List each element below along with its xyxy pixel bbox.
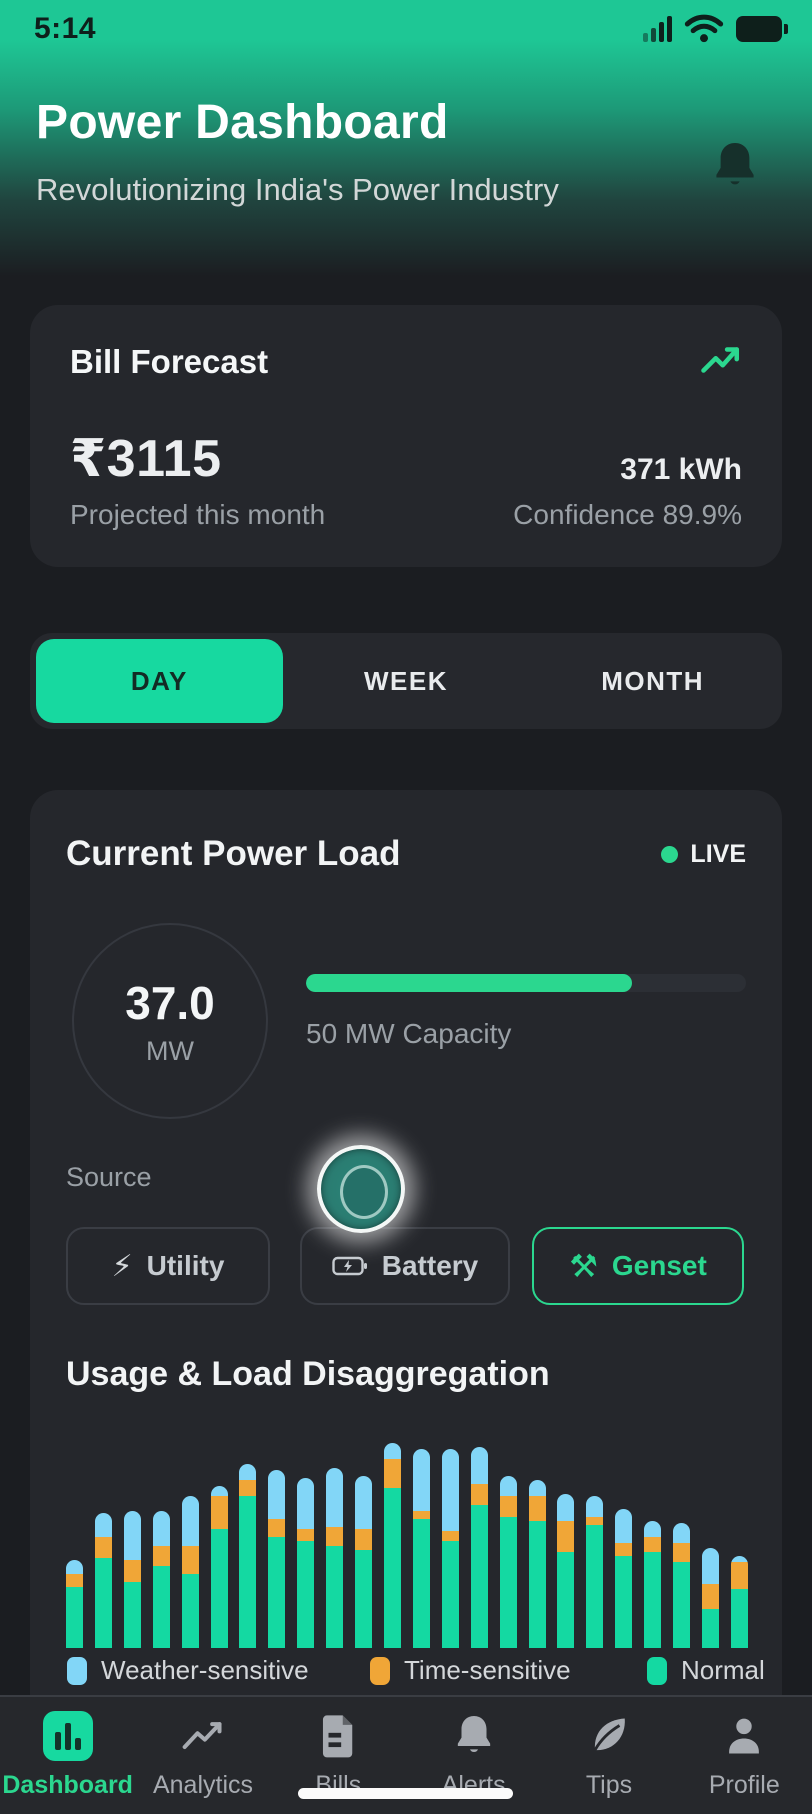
tab-day[interactable]: DAY [36,639,283,723]
status-bar: 5:14 [0,0,812,52]
bill-forecast-card: Bill Forecast ₹3115 Projected this month… [30,305,782,567]
bill-amount-label: Projected this month [70,499,326,530]
chart-bar [123,1510,141,1648]
nav-item-tips[interactable]: Tips [541,1697,676,1814]
bill-amount: ₹3115 [70,430,222,488]
power-gauge: 37.0 MW [72,923,268,1119]
bottom-nav: Dashboard Analytics Bills Alerts [0,1695,812,1814]
chart-bar [615,1508,633,1648]
tab-week[interactable]: WEEK [364,665,448,696]
power-unit: MW [146,1035,194,1066]
touch-indicator [317,1145,405,1233]
chart-bar [470,1447,488,1648]
clock: 5:14 [34,12,97,45]
source-buttons-row: ⚡ Utility Battery ⚒ Genset [66,1227,746,1305]
bill-confidence: Confidence 89.9% [513,499,742,530]
tools-icon: ⚒ [569,1247,598,1285]
source-label: Source [66,1162,152,1192]
bar-chart-icon [42,1711,93,1761]
chart-bar [326,1467,344,1648]
source-genset-button[interactable]: ⚒ Genset [532,1227,744,1305]
chart-bar [499,1475,517,1648]
nav-item-bills[interactable]: Bills [271,1697,406,1814]
nav-label-profile: Profile [708,1771,780,1799]
chart-bar [730,1555,748,1648]
page-title: Power Dashboard [36,96,449,149]
legend-label-normal: Normal [681,1655,765,1685]
usage-section-title: Usage & Load Disaggregation [66,1355,550,1393]
header: 5:14 Power Dashboard Revolutionizing Ind… [0,0,812,285]
bill-forecast-title: Bill Forecast [70,343,269,380]
capacity-label: 50 MW Capacity [306,1018,512,1049]
nav-item-dashboard[interactable]: Dashboard [0,1697,135,1814]
lightning-icon: ⚡ [111,1249,133,1283]
chart-bar [673,1522,691,1648]
legend-label-weather: Weather-sensitive [101,1655,309,1685]
chart-bar [586,1496,604,1648]
chart-bar [528,1479,546,1648]
live-dot-icon [661,845,679,863]
tab-month[interactable]: MONTH [601,665,705,696]
source-utility-button[interactable]: ⚡ Utility [66,1227,270,1305]
notifications-bell-icon[interactable] [712,140,758,192]
bill-energy: 371 kWh [620,453,742,486]
legend-label-time: Time-sensitive [404,1655,571,1685]
legend-swatch-weather [67,1656,87,1685]
legend-swatch-normal [647,1656,667,1685]
nav-label-analytics: Analytics [152,1771,254,1799]
battery-label: Battery [381,1250,479,1281]
leaf-icon [593,1718,625,1751]
genset-label: Genset [611,1250,707,1281]
chart-bar [644,1520,662,1648]
live-label: LIVE [690,839,746,868]
page-subtitle: Revolutionizing India's Power Industry [36,172,559,207]
nav-item-profile[interactable]: Profile [677,1697,812,1814]
chart-bar [152,1510,170,1648]
nav-label-dashboard: Dashboard [2,1771,133,1799]
legend-item-normal: Normal [647,1655,765,1686]
chart-legend: Weather-sensitive Time-sensitive Normal [30,1655,782,1705]
chart-bar [210,1486,228,1648]
utility-label: Utility [146,1250,225,1281]
chart-bar [239,1463,257,1648]
chart-bar [701,1547,719,1648]
capacity-progress-fill [306,974,632,992]
live-badge: LIVE [661,840,746,869]
chart-bar [441,1449,459,1648]
chart-bar [94,1512,112,1648]
legend-item-weather: Weather-sensitive [67,1655,309,1686]
legend-item-time: Time-sensitive [370,1655,571,1686]
bell-icon [457,1716,490,1752]
file-icon [323,1715,353,1758]
chart-bar [66,1559,83,1648]
bill-amount-block: ₹3115 Projected this month [70,429,325,531]
chart-bar [383,1443,401,1648]
home-indicator[interactable] [298,1788,513,1799]
power-load-title: Current Power Load [66,834,401,873]
trending-icon [182,1722,222,1750]
chart-bar [355,1475,373,1648]
chart-bar [181,1496,199,1648]
chart-bar [412,1449,430,1648]
nav-item-analytics[interactable]: Analytics [135,1697,270,1814]
battery-charging-icon [332,1256,367,1276]
bill-energy-block: 371 kWh Confidence 89.9% [513,453,742,531]
current-power-load-card: Current Power Load LIVE 37.0 MW 50 MW Ca… [30,790,782,1800]
battery-icon [736,16,788,42]
legend-swatch-time [370,1656,390,1685]
nav-item-alerts[interactable]: Alerts [406,1697,541,1814]
period-segmented-control: DAY WEEK MONTH [30,633,782,729]
chart-bar [557,1494,575,1648]
person-icon [729,1718,760,1754]
source-battery-button[interactable]: Battery [300,1227,510,1305]
chart-bar [297,1477,315,1648]
chart-bar [268,1469,286,1648]
power-value: 37.0 [125,976,215,1029]
signal-strength-icon [643,16,672,42]
capacity-progress-bar [306,974,746,992]
wifi-icon [684,14,724,43]
nav-label-tips: Tips [585,1771,633,1799]
trending-up-icon [701,347,740,373]
usage-stacked-bar-chart [66,1438,748,1648]
